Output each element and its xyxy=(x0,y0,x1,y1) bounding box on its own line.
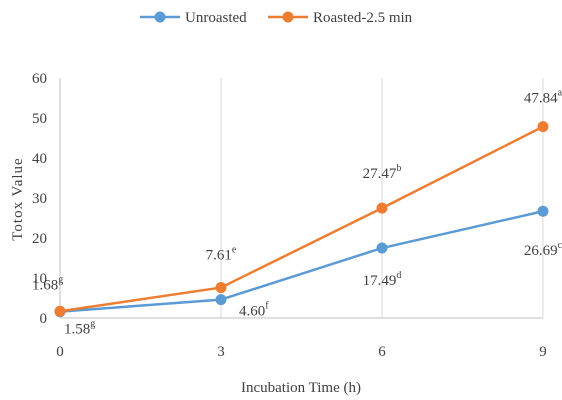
y-tick-label: 0 xyxy=(40,311,48,327)
data-point-unroasted xyxy=(376,242,388,254)
legend-label: Unroasted xyxy=(185,10,247,26)
chart-legend: Unroasted Roasted-2.5 min xyxy=(140,10,413,26)
data-labels: 1.58g 4.60f 17.49d 26.69c 1.68g 7.61e 27.47b 47… xyxy=(32,88,562,338)
legend-marker xyxy=(154,11,166,23)
data-point-roasted xyxy=(54,305,66,317)
series-line-roasted xyxy=(59,125,544,313)
y-axis-title: Totox Value xyxy=(10,157,26,240)
series-line-unroasted xyxy=(59,210,544,313)
y-tick-label: 60 xyxy=(32,71,47,87)
x-axis-title: Incubation Time (h) xyxy=(241,380,361,396)
x-tick-label: 9 xyxy=(539,344,547,360)
data-point-unroasted xyxy=(215,294,227,306)
chart-axes xyxy=(59,78,543,319)
tick-labels: 0 10 20 30 40 50 60 0 3 6 9 xyxy=(32,71,547,360)
data-point-roasted xyxy=(215,282,227,294)
y-tick-label: 10 xyxy=(32,271,47,287)
y-tick-label: 20 xyxy=(32,231,47,247)
data-label: 1.58g xyxy=(64,319,95,338)
data-label: 47.84a xyxy=(524,88,562,107)
y-tick-label: 40 xyxy=(32,151,47,167)
data-series xyxy=(54,121,549,318)
x-tick-label: 3 xyxy=(217,344,225,360)
y-tick-label: 30 xyxy=(32,191,47,207)
data-point-roasted xyxy=(376,202,388,214)
data-label: 1.68g xyxy=(32,274,63,293)
x-tick-label: 6 xyxy=(378,344,386,360)
data-label: 26.69c xyxy=(524,240,562,259)
x-tick-label: 0 xyxy=(56,344,64,360)
data-point-unroasted xyxy=(537,205,549,217)
data-label: 27.47b xyxy=(363,163,402,182)
vertical-gridlines xyxy=(220,78,544,318)
data-point-roasted xyxy=(537,121,549,133)
legend-label: Roasted-2.5 min xyxy=(313,10,413,26)
y-tick-label: 50 xyxy=(32,111,47,127)
data-label: 17.49d xyxy=(363,270,402,289)
data-label: 4.60f xyxy=(239,301,269,320)
legend-marker xyxy=(282,11,294,23)
data-label: 7.61e xyxy=(206,245,237,264)
